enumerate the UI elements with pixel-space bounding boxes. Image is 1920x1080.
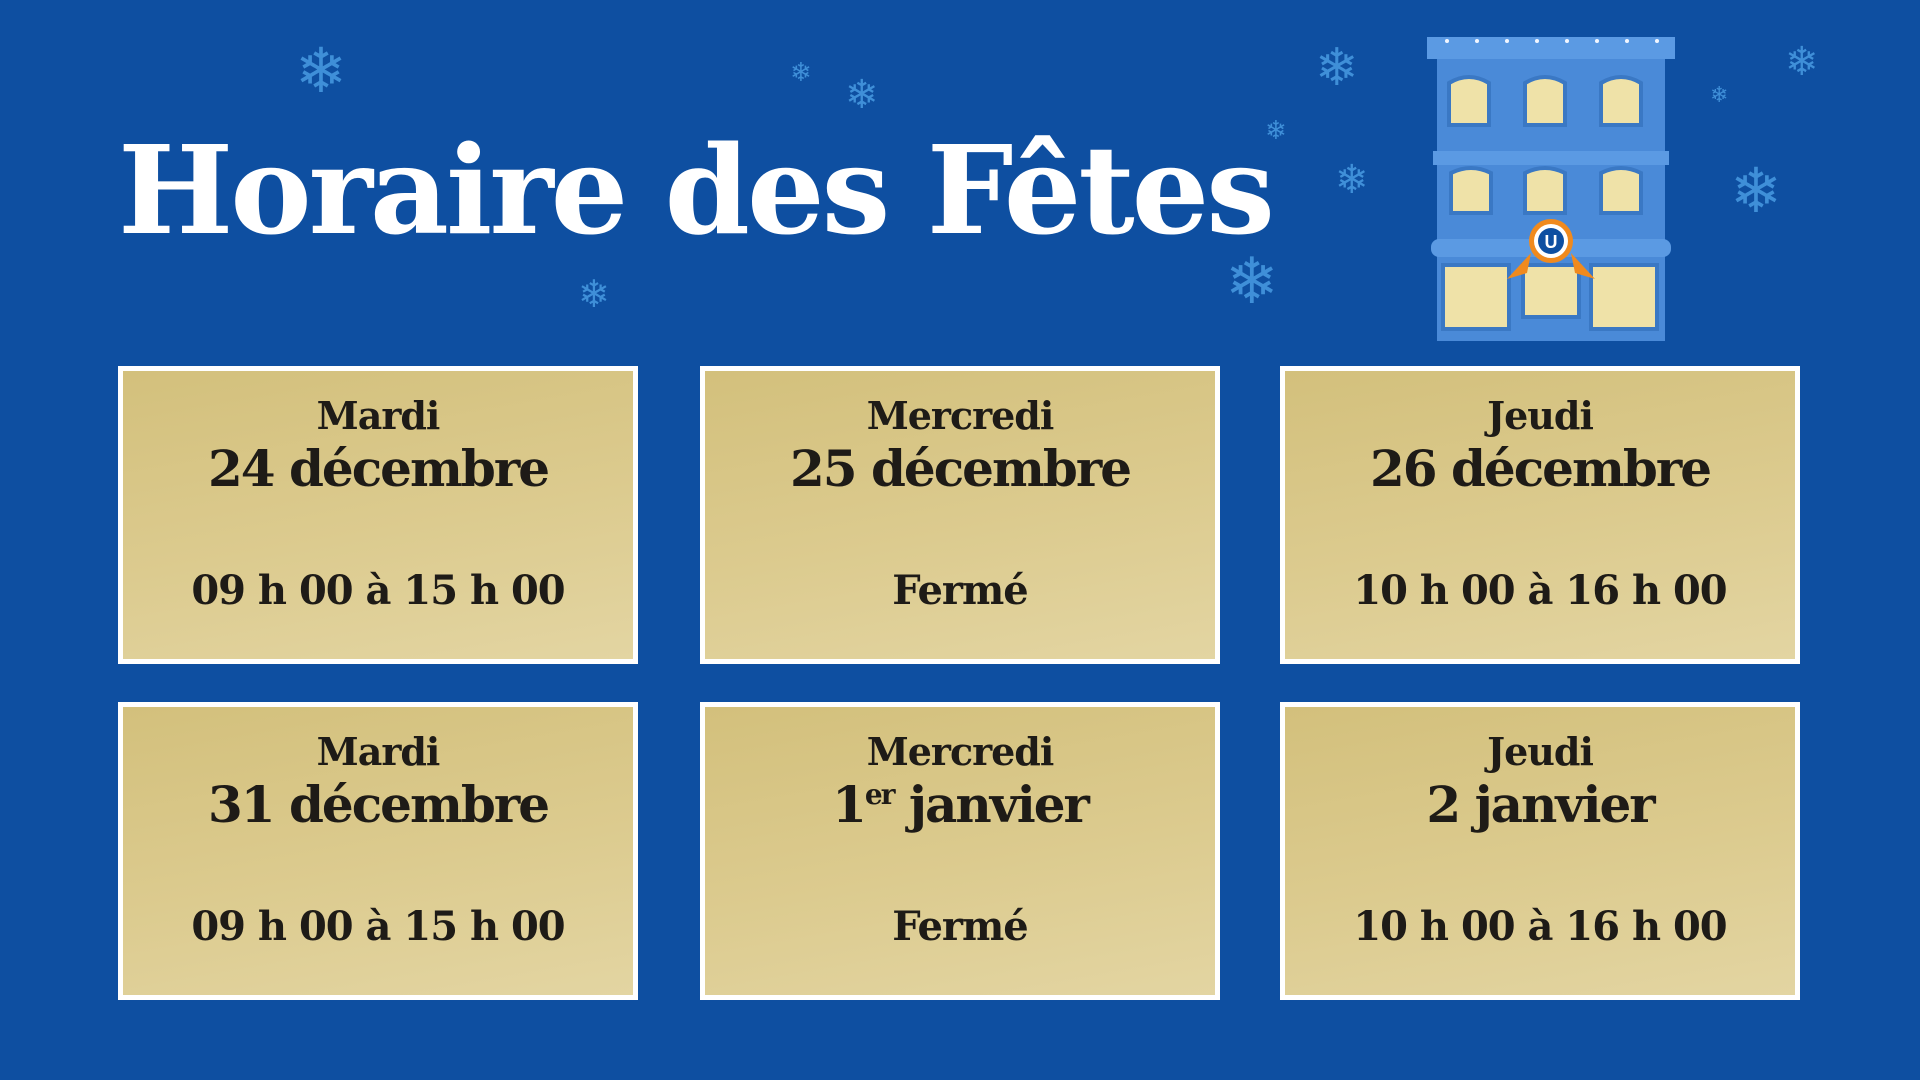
date-text: er — [864, 778, 896, 811]
schedule-card: Mardi 31 décembre 09 h 00 à 15 h 00 — [118, 702, 638, 1000]
date-text: 26 décembre — [1369, 439, 1712, 498]
opening-hours: Fermé — [892, 903, 1029, 950]
date-label: 24 décembre — [123, 439, 633, 498]
snowflake-icon: ❄ — [578, 272, 610, 316]
snowflake-icon: ❄ — [1335, 157, 1369, 203]
day-name: Mercredi — [866, 729, 1055, 774]
snowflake-icon: ❄ — [1265, 116, 1287, 146]
page-title: Horaire des Fêtes — [118, 118, 1275, 262]
schedule-card: Jeudi 2 janvier 10 h 00 à 16 h 00 — [1280, 702, 1800, 1000]
day-name: Mercredi — [866, 393, 1055, 438]
opening-hours: Fermé — [892, 567, 1029, 614]
snowflake-icon: ❄ — [790, 58, 812, 88]
opening-hours: 10 h 00 à 16 h 00 — [1353, 567, 1727, 614]
date-label: 25 décembre — [705, 439, 1215, 498]
svg-text:U: U — [1545, 232, 1558, 252]
opening-hours: 09 h 00 à 15 h 00 — [191, 903, 565, 950]
date-text: 24 décembre — [207, 439, 550, 498]
snowflake-icon: ❄ — [1710, 83, 1729, 108]
date-text: 1 — [832, 775, 867, 834]
date-label: 1er janvier — [705, 775, 1215, 834]
date-label: 2 janvier — [1285, 775, 1795, 834]
snowflake-icon: ❄ — [1730, 154, 1782, 227]
snowflake-icon: ❄ — [1225, 245, 1279, 319]
date-label: 31 décembre — [123, 775, 633, 834]
day-name: Jeudi — [1487, 729, 1594, 774]
schedule-card: Mercredi 25 décembre Fermé — [700, 366, 1220, 664]
day-name: Mardi — [316, 729, 441, 774]
date-text: 31 décembre — [207, 775, 550, 834]
opening-hours: 09 h 00 à 15 h 00 — [191, 567, 565, 614]
snowflake-icon: ❄ — [845, 72, 879, 118]
day-name: Jeudi — [1487, 393, 1594, 438]
opening-hours: 10 h 00 à 16 h 00 — [1353, 903, 1727, 950]
schedule-card: Mardi 24 décembre 09 h 00 à 15 h 00 — [118, 366, 638, 664]
date-label: 26 décembre — [1285, 439, 1795, 498]
day-name: Mardi — [316, 393, 441, 438]
schedule-card: Jeudi 26 décembre 10 h 00 à 16 h 00 — [1280, 366, 1800, 664]
snowflake-icon: ❄ — [295, 34, 347, 107]
snowflake-icon: ❄ — [1785, 39, 1819, 85]
snowflake-icon: ❄ — [1315, 38, 1359, 98]
date-text: janvier — [893, 775, 1090, 834]
store-building-illustration: U — [1427, 37, 1675, 341]
schedule-card: Mercredi 1er janvier Fermé — [700, 702, 1220, 1000]
date-text: 2 janvier — [1426, 775, 1655, 834]
date-text: 25 décembre — [789, 439, 1132, 498]
